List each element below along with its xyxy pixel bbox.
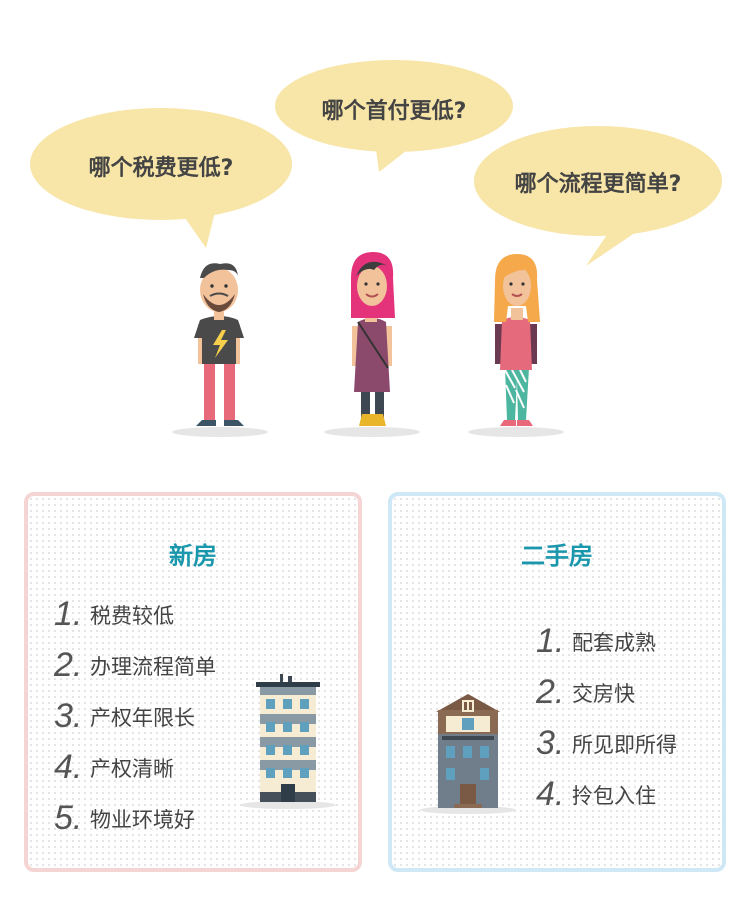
people-illustration (172, 252, 564, 437)
question-process: 哪个流程更简单? (514, 172, 682, 197)
list-item: 1. 税费较低 (54, 589, 216, 640)
item-number: 4. (536, 775, 565, 813)
item-text: 配套成熟 (572, 630, 656, 655)
item-text: 产权年限长 (90, 705, 195, 730)
item-number: 1. (54, 595, 83, 633)
item-number: 1. (536, 622, 565, 660)
item-text: 交房快 (572, 681, 635, 706)
list-item: 1. 配套成熟 (536, 616, 677, 667)
speech-bubble-shape (474, 126, 722, 266)
item-number: 3. (536, 724, 565, 762)
question-downpayment: 哪个首付更低? (321, 99, 467, 124)
new-house-title: 新房 (169, 542, 217, 570)
speech-bubble-shape (30, 108, 292, 248)
item-number: 2. (536, 673, 565, 711)
list-item: 3. 所见即所得 (536, 718, 677, 769)
item-text: 税费较低 (90, 603, 174, 628)
speech-bubble-right: 哪个流程更简单? (474, 126, 722, 266)
woman-pink-hair-figure (324, 252, 420, 437)
list-item: 2. 办理流程简单 (54, 640, 216, 691)
item-number: 2. (54, 646, 83, 684)
item-text: 物业环境好 (90, 807, 195, 832)
item-text: 产权清晰 (90, 756, 174, 781)
item-text: 所见即所得 (572, 732, 677, 757)
old-house-icon (420, 694, 516, 814)
item-number: 5. (54, 799, 83, 837)
woman-blonde-figure (468, 254, 564, 437)
list-item: 5. 物业环境好 (54, 793, 216, 844)
list-item: 4. 产权清晰 (54, 742, 216, 793)
second-hand-house-title: 二手房 (521, 542, 593, 570)
list-item: 4. 拎包入住 (536, 769, 677, 820)
item-number: 4. (54, 748, 83, 786)
apartment-building-icon (240, 674, 336, 809)
item-text: 拎包入住 (572, 783, 656, 808)
speech-bubble-shape (275, 60, 513, 172)
list-item: 2. 交房快 (536, 667, 677, 718)
list-item: 3. 产权年限长 (54, 691, 216, 742)
speech-bubble-left: 哪个税费更低? (30, 108, 292, 248)
question-tax: 哪个税费更低? (88, 156, 234, 181)
second-hand-house-panel: 二手房 1. 配套成熟 2. 交房快 3. 所见即所得 4. 拎包入住 (388, 492, 726, 872)
item-number: 3. (54, 697, 83, 735)
second-hand-house-list: 1. 配套成熟 2. 交房快 3. 所见即所得 4. 拎包入住 (536, 616, 677, 820)
man-figure (172, 263, 268, 437)
new-house-list: 1. 税费较低 2. 办理流程简单 3. 产权年限长 4. 产权清晰 5. 物业环境好 (54, 589, 216, 844)
speech-bubble-middle: 哪个首付更低? (275, 60, 513, 172)
new-house-panel: 新房 1. 税费较低 2. 办理流程简单 3. 产权年限长 4. 产权清晰 5. 物业环境… (24, 492, 362, 872)
item-text: 办理流程简单 (90, 654, 216, 679)
